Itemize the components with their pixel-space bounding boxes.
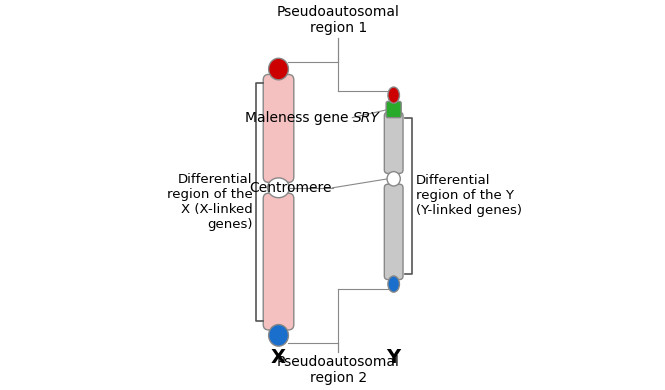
Text: Pseudoautosomal
region 2: Pseudoautosomal region 2 (277, 355, 400, 385)
Text: Differential
region of the
X (X-linked
genes): Differential region of the X (X-linked g… (167, 173, 253, 231)
Ellipse shape (267, 178, 289, 198)
FancyBboxPatch shape (386, 101, 401, 118)
Text: SRY: SRY (353, 111, 380, 125)
Text: Maleness gene: Maleness gene (245, 111, 353, 125)
Text: Differential
region of the Y
(Y-linked genes): Differential region of the Y (Y-linked g… (416, 174, 521, 217)
Text: Pseudoautosomal
region 1: Pseudoautosomal region 1 (277, 5, 400, 35)
Ellipse shape (269, 324, 289, 346)
FancyBboxPatch shape (263, 74, 294, 183)
Text: X: X (271, 348, 286, 367)
FancyBboxPatch shape (263, 193, 294, 330)
Ellipse shape (388, 87, 400, 103)
Text: Y: Y (386, 348, 401, 367)
Ellipse shape (269, 58, 289, 80)
Ellipse shape (388, 276, 400, 292)
FancyBboxPatch shape (384, 112, 403, 174)
Text: Centromere: Centromere (249, 181, 332, 195)
Ellipse shape (387, 172, 400, 186)
FancyBboxPatch shape (384, 184, 403, 280)
